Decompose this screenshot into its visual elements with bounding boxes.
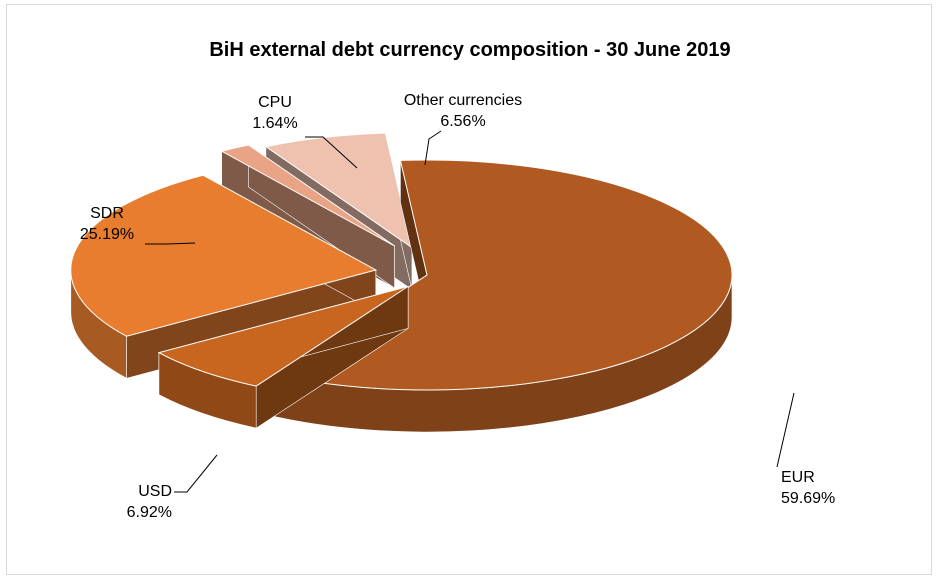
slice-cpu-top — [220, 144, 395, 247]
slice-cpu — [220, 144, 395, 289]
slice-value-eur: 59.69% — [781, 490, 835, 507]
pie-slices — [70, 132, 733, 433]
chart-title: BiH external debt currency composition -… — [209, 39, 730, 61]
slice-usd-top — [157, 285, 409, 387]
slice-name-cpu: CPU — [258, 94, 292, 111]
slice-value-cpu: 1.64% — [252, 115, 297, 132]
slice-name-other-currencies: Other currencies — [404, 92, 522, 109]
leader-line-sdr — [145, 242, 196, 245]
pie-chart: BiH external debt currency composition -… — [70, 39, 835, 521]
leader-line-usd — [174, 454, 218, 493]
label-usd: USD 6.92% — [127, 454, 218, 521]
label-eur: EUR 59.69% — [776, 392, 835, 507]
slice-usd — [157, 285, 409, 429]
slice-name-eur: EUR — [781, 469, 815, 486]
slice-sdr-top — [70, 174, 378, 337]
leader-line-eur — [776, 392, 795, 468]
slice-labels: EUR 59.69% USD 6.92% SDR 25.19% CPU 1.64% Other … — [80, 92, 835, 521]
chart-area: BiH external debt currency composition -… — [6, 4, 932, 575]
label-other-currencies: Other currencies 6.56% — [404, 92, 522, 166]
slice-name-sdr: SDR — [90, 205, 124, 222]
label-cpu: CPU 1.64% — [252, 94, 358, 169]
slice-value-usd: 6.92% — [127, 504, 172, 521]
slice-value-sdr: 25.19% — [80, 226, 134, 243]
slice-value-other-currencies: 6.56% — [440, 113, 485, 130]
leader-line-cpu — [305, 136, 358, 169]
slice-name-usd: USD — [138, 483, 172, 500]
label-sdr: SDR 25.19% — [80, 205, 196, 245]
leader-line-other-currencies — [424, 130, 442, 166]
